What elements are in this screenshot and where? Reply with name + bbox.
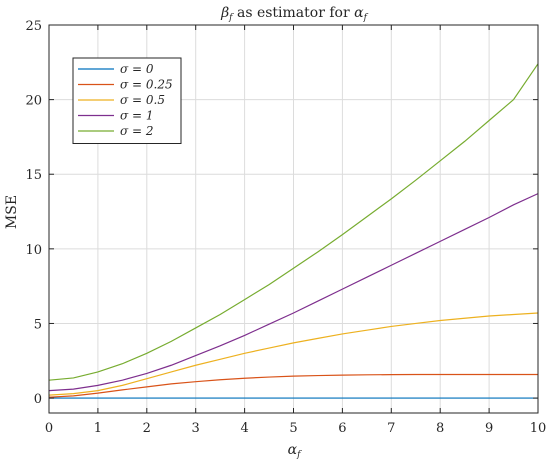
x-tick-label: 8	[436, 421, 444, 436]
x-tick-label: 9	[485, 421, 493, 436]
x-axis-ticks: 0 1 2 3 4 5 6 7 8 9 10	[45, 25, 546, 436]
title-middle: as estimator for	[233, 5, 355, 21]
y-tick-label: 15	[25, 168, 42, 183]
legend-label: σ = 2	[120, 124, 154, 138]
y-axis-ticks: 0 5 10 15 20 25	[25, 19, 538, 407]
x-tick-label: 0	[45, 421, 53, 436]
legend-label: σ = 0.5	[120, 93, 165, 107]
y-tick-label: 25	[25, 19, 42, 34]
x-axis-label-sub: f	[296, 450, 302, 460]
y-axis-label: MSE	[4, 195, 20, 229]
legend-label: σ = 1	[120, 109, 154, 123]
legend-label: σ = 0.25	[120, 78, 173, 92]
series-line-3	[48, 193, 539, 392]
x-axis-label-main: α	[288, 442, 298, 458]
legend-label: σ = 0	[120, 62, 154, 76]
y-tick-label: 10	[25, 243, 42, 258]
x-tick-label: 2	[143, 421, 151, 436]
x-tick-label: 4	[240, 421, 248, 436]
series-line-2	[48, 312, 539, 396]
x-tick-label: 7	[387, 421, 395, 436]
series-layer	[48, 63, 539, 399]
x-axis-label: αf	[288, 442, 302, 460]
y-tick-label: 0	[34, 392, 42, 407]
x-tick-label: 3	[192, 421, 200, 436]
series-line-4	[48, 63, 539, 381]
title-alpha-sub: f	[363, 13, 369, 23]
title-beta: β	[220, 5, 229, 21]
legend-box	[72, 57, 182, 144]
legend: σ = 0 σ = 0.25σ = 0.5 σ = 1σ = 2	[72, 57, 182, 144]
title-alpha: α	[354, 5, 364, 21]
y-tick-label: 5	[34, 317, 42, 332]
x-tick-label: 10	[530, 421, 547, 436]
x-tick-label: 5	[289, 421, 297, 436]
x-tick-label: 1	[94, 421, 102, 436]
x-tick-label: 6	[338, 421, 346, 436]
title-beta-sub: f	[228, 13, 234, 23]
y-tick-label: 20	[25, 94, 42, 109]
series-line-1	[48, 373, 538, 398]
chart-title: βf as estimator for αf	[220, 5, 368, 23]
